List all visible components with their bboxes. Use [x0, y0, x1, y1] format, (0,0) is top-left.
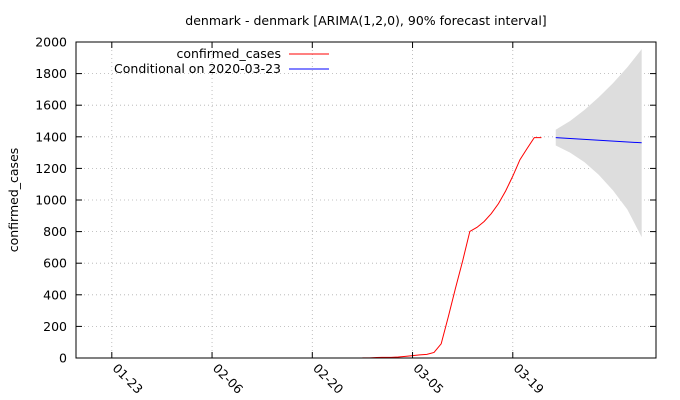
axis-ticks: 0 200 400 600 800 1000 1200 1400 1600 1800 2000 01-… — [35, 35, 656, 397]
legend-label: Conditional on 2020-03-23 — [114, 61, 281, 76]
x-tick-label: 03-19 — [511, 361, 547, 397]
y-axis-label: confirmed_cases — [6, 148, 21, 253]
y-tick-label: 1200 — [35, 161, 67, 176]
x-tick-label: 03-05 — [410, 361, 446, 397]
y-tick-label: 1800 — [35, 66, 67, 81]
y-tick-label: 600 — [43, 256, 67, 271]
forecast-band-layer — [555, 49, 642, 238]
y-tick-label: 1400 — [35, 129, 67, 144]
grid-lines — [76, 42, 656, 358]
y-tick-label: 1600 — [35, 98, 67, 113]
x-tick-label: 01-23 — [110, 361, 146, 397]
x-tick-label: 02-06 — [210, 361, 246, 397]
forecast-line — [555, 137, 642, 144]
series-lines — [362, 137, 642, 359]
y-tick-label: 200 — [43, 319, 67, 334]
confirmed-cases-line — [362, 137, 542, 359]
y-tick-label: 400 — [43, 287, 67, 302]
y-tick-label: 2000 — [35, 35, 67, 50]
legend-label: confirmed_cases — [176, 46, 281, 61]
y-tick-label: 1000 — [35, 193, 67, 208]
x-tick-label: 02-20 — [310, 361, 346, 397]
chart-title: denmark - denmark [ARIMA(1,2,0), 90% for… — [185, 13, 546, 28]
y-tick-label: 800 — [43, 224, 67, 239]
y-tick-label: 0 — [59, 351, 67, 366]
forecast-interval-band — [555, 49, 642, 238]
